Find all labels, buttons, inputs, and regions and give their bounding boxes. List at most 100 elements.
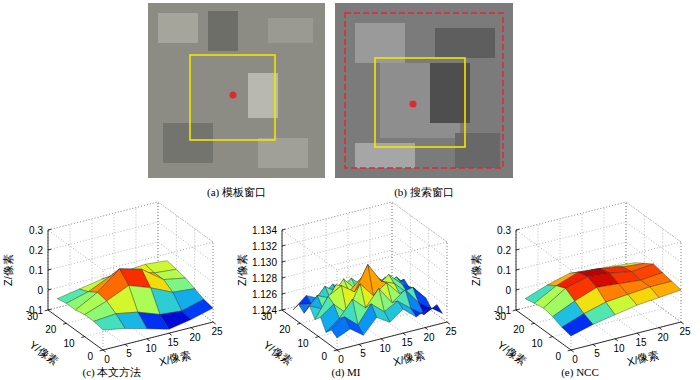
grid [282, 202, 447, 350]
z-tick-label: 0.1 [29, 265, 43, 276]
grid [48, 202, 213, 350]
x-axis-line [337, 322, 447, 350]
x-tick-label: 15 [635, 337, 647, 348]
axes: 05101520250102030-0.100.10.20.3 [26, 225, 223, 366]
x-tick-label: 5 [594, 348, 600, 359]
box [282, 202, 447, 350]
center-point [230, 92, 237, 99]
grid-line [392, 202, 447, 242]
z-axis-title: Z/像素 [470, 254, 482, 286]
z-tick [282, 261, 285, 263]
y-tick [63, 323, 66, 325]
x-axis-title: X/像素 [392, 348, 426, 367]
photo-patch [355, 23, 405, 63]
z-tick [48, 249, 51, 251]
x-tick [447, 322, 450, 324]
axes: 05101520250102030-0.100.10.20.3 [494, 225, 691, 366]
z-tick-label: 1.128 [252, 273, 277, 284]
y-tick [100, 350, 103, 352]
x-tick [337, 350, 340, 352]
z-tick [282, 229, 285, 231]
x-tick-label: 20 [423, 332, 435, 343]
grid-line [626, 202, 681, 242]
y-tick [297, 323, 300, 325]
grid-line [392, 202, 393, 282]
x-tick [359, 344, 362, 346]
photo-patch [208, 11, 238, 51]
y-tick [531, 323, 534, 325]
box-edge [282, 202, 392, 230]
y-tick [81, 336, 84, 338]
z-axis-title: Z/像素 [2, 254, 14, 286]
z-tick-label: 1.124 [252, 305, 277, 316]
x-tick-label: 15 [401, 337, 413, 348]
x-tick [659, 328, 662, 330]
z-tick-label: 0 [37, 285, 43, 296]
y-axis-title: Y/像素 [27, 338, 60, 367]
z-tick [48, 289, 51, 291]
box [48, 202, 213, 350]
photo-patch [248, 73, 278, 118]
box-edge [392, 202, 393, 282]
z-tick [516, 229, 519, 231]
y-tick [549, 336, 552, 338]
caption: (e) NCC [561, 366, 599, 379]
surface-panel: 05101520250102030-0.100.10.20.3X/像素Y/像素Z… [470, 202, 691, 379]
x-tick-label: 25 [445, 326, 457, 337]
z-tick-label: 0.1 [497, 265, 511, 276]
grid-line [282, 202, 392, 230]
box-edge [447, 242, 448, 322]
grid-line [282, 234, 392, 262]
z-axis-title: Z/像素 [236, 254, 248, 286]
box-edge [626, 202, 681, 242]
y-tick-label: 20 [279, 324, 291, 335]
photo-patch [455, 133, 500, 168]
grid-line [626, 222, 681, 262]
photo-patch [163, 123, 213, 163]
x-tick [615, 339, 618, 341]
x-tick [571, 350, 574, 352]
grid-line [48, 222, 158, 250]
photo-patch [430, 63, 470, 123]
photo-patch [268, 18, 313, 43]
grid-line [282, 218, 392, 246]
y-tick-label: 20 [45, 324, 57, 335]
photo [148, 3, 325, 178]
y-tick [45, 310, 48, 312]
y-tick-label: 10 [532, 338, 544, 349]
z-tick-label: 1.130 [252, 257, 277, 268]
x-tick-label: 10 [379, 343, 391, 354]
photo-patch [158, 13, 198, 43]
y-tick-label: 0 [87, 351, 93, 362]
surface-panel: 05101520250102030-0.100.10.20.3X/像素Y/像素Z… [2, 202, 223, 379]
grid-line [516, 202, 626, 230]
x-axis-line [103, 322, 213, 350]
surface [525, 263, 681, 336]
y-tick [334, 350, 337, 352]
axes: 051015202501020301.1241.1261.1281.1301.1… [252, 225, 457, 366]
grid-line [428, 229, 429, 309]
z-tick [516, 269, 519, 271]
x-tick-label: 5 [126, 348, 132, 359]
box-edge [48, 230, 103, 270]
y-tick [279, 310, 282, 312]
grid-line [516, 242, 626, 270]
z-tick [282, 309, 285, 311]
x-tick-label: 5 [360, 348, 366, 359]
caption: (d) MI [331, 366, 360, 379]
x-tick [425, 328, 428, 330]
box-edge [392, 202, 447, 242]
x-tick-label: 20 [189, 332, 201, 343]
surface-cell [562, 314, 593, 336]
grid-line [447, 242, 448, 322]
x-tick [125, 344, 128, 346]
image-panel [335, 3, 513, 178]
x-tick [191, 328, 194, 330]
y-tick-label: 20 [513, 324, 525, 335]
x-tick [381, 339, 384, 341]
x-tick [147, 339, 150, 341]
template-box [375, 58, 465, 147]
z-axis-line [282, 230, 283, 310]
y-axis-title: Y/像素 [495, 338, 528, 367]
x-axis-title: X/像素 [626, 348, 660, 367]
